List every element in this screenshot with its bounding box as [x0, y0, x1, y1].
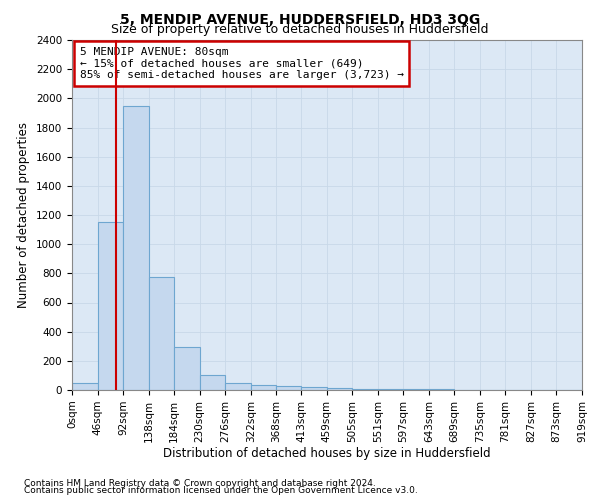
Bar — [200, 376, 225, 390]
Text: Contains HM Land Registry data © Crown copyright and database right 2024.: Contains HM Land Registry data © Crown c… — [24, 478, 376, 488]
Bar — [251, 385, 276, 390]
Text: 5, MENDIP AVENUE, HUDDERSFIELD, HD3 3QG: 5, MENDIP AVENUE, HUDDERSFIELD, HD3 3QG — [120, 12, 480, 26]
X-axis label: Distribution of detached houses by size in Huddersfield: Distribution of detached houses by size … — [163, 448, 491, 460]
Bar — [174, 347, 200, 390]
Bar — [352, 388, 378, 390]
Bar — [72, 384, 98, 390]
Bar — [327, 388, 352, 390]
Bar — [149, 277, 174, 390]
Bar — [378, 389, 403, 390]
Bar — [98, 222, 123, 390]
Text: Size of property relative to detached houses in Huddersfield: Size of property relative to detached ho… — [111, 22, 489, 36]
Bar — [225, 382, 251, 390]
Bar — [301, 387, 327, 390]
Y-axis label: Number of detached properties: Number of detached properties — [17, 122, 31, 308]
Text: Contains public sector information licensed under the Open Government Licence v3: Contains public sector information licen… — [24, 486, 418, 495]
Bar — [276, 386, 301, 390]
Bar — [123, 106, 149, 390]
Text: 5 MENDIP AVENUE: 80sqm
← 15% of detached houses are smaller (649)
85% of semi-de: 5 MENDIP AVENUE: 80sqm ← 15% of detached… — [80, 47, 404, 80]
